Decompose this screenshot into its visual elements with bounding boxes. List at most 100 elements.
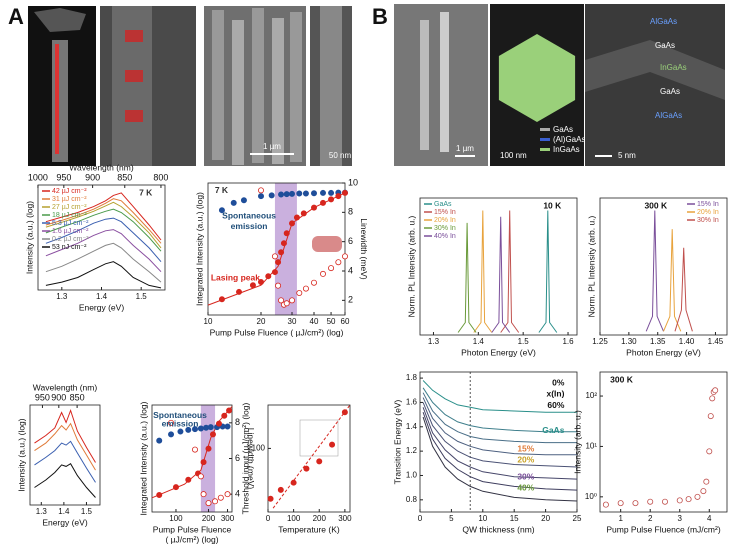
legend-label: InGaAs [553, 145, 580, 154]
x-tick-label: 2 [648, 514, 653, 523]
x-tick-label: 1.5 [518, 337, 530, 346]
layer-label: InGaAs [660, 63, 687, 72]
series-line [457, 222, 477, 333]
series-line [151, 406, 233, 499]
legend-label: 0.2 µJ cm⁻² [52, 236, 89, 243]
data-point [277, 486, 284, 493]
y-axis-label: Intensity (a.u.) (log) [16, 418, 26, 491]
schematic-image [28, 6, 96, 166]
x-tick-label: 1.3 [36, 507, 48, 516]
y2-tick-label: 8 [235, 417, 240, 427]
data-point [191, 426, 198, 433]
y2-tick-label: 4 [348, 265, 353, 275]
data-point [185, 426, 192, 433]
scale-label: 1 µm [263, 142, 281, 151]
x-tick-label: 0 [418, 514, 423, 523]
y-tick-label: 1.6 [406, 398, 418, 407]
data-point [707, 413, 714, 420]
x-axis-label: Energy (eV) [79, 302, 125, 312]
x-axis-label: ( µJ/cm²) (log) [165, 534, 218, 544]
data-point [685, 496, 692, 503]
x-tick-label: 25 [573, 514, 582, 523]
data-point [218, 207, 225, 214]
data-point [632, 500, 639, 507]
inset-image [312, 236, 342, 252]
data-point [217, 494, 224, 501]
x-tick-label: 1.6 [562, 337, 574, 346]
data-point [341, 253, 348, 260]
x-tick-label: 1.4 [58, 507, 70, 516]
data-point [236, 288, 243, 295]
x-tick-label: 1.3 [56, 292, 68, 301]
series-line [45, 208, 162, 252]
data-point [221, 412, 228, 419]
x-tick-label: 30 [288, 317, 297, 326]
data-point [156, 437, 163, 444]
data-point [289, 190, 296, 197]
x-tick-label: 15 [510, 514, 519, 523]
series-line [45, 192, 162, 241]
series-line [45, 198, 162, 244]
layer-label: GaAs [655, 41, 675, 50]
series-line [473, 210, 493, 333]
y-axis-label: Transition Energy (eV) [392, 399, 402, 484]
plot-frame [419, 371, 578, 513]
y-axis-label: Intensity (arb. u.) [572, 410, 582, 474]
series-line [645, 210, 664, 332]
data-point [212, 498, 219, 505]
annotation: 40% [517, 482, 534, 492]
x-tick-label: 1.5 [81, 507, 93, 516]
y2-tick-label: 6 [235, 453, 240, 463]
y-tick-label: 1.8 [406, 373, 418, 382]
data-point [700, 488, 707, 495]
series-line [422, 407, 578, 480]
x2-tick-label: 900 [85, 172, 100, 182]
series-line [34, 440, 96, 483]
annotation: 30% [517, 471, 534, 481]
x-axis-label: QW thickness (nm) [462, 524, 534, 534]
data-point [257, 193, 264, 200]
x-axis-label: Photon Energy (eV) [461, 347, 536, 357]
data-point [283, 230, 290, 237]
data-point [168, 431, 175, 438]
data-point [303, 465, 310, 472]
data-point [647, 498, 654, 505]
scale-label: 100 nm [500, 151, 527, 160]
x-tick-label: 60 [341, 317, 350, 326]
x-tick-label: 0 [266, 514, 271, 523]
data-point [328, 196, 335, 203]
data-point [283, 300, 290, 307]
annotation: 15% [517, 443, 534, 453]
legend-label: 42 µJ cm⁻² [52, 188, 87, 195]
data-point [185, 476, 192, 483]
data-point [320, 189, 327, 196]
x-tick-label: 1.45 [708, 337, 724, 346]
data-point [224, 423, 231, 430]
legend-label: GaAs [434, 201, 452, 208]
y-tick-label: 0.8 [406, 495, 418, 504]
data-point [230, 199, 237, 206]
y2-axis-label: Linewidth (meV) [359, 218, 369, 280]
series-line [45, 229, 162, 273]
series-line [422, 380, 577, 413]
data-point [280, 240, 287, 247]
annotation: GaAs [542, 425, 564, 435]
x-tick-label: 20 [257, 317, 266, 326]
x-tick-label: 1.4 [96, 292, 108, 301]
data-point [300, 210, 307, 217]
data-point [224, 491, 231, 498]
y-tick-label: 1.2 [406, 446, 418, 455]
data-point [200, 491, 207, 498]
legend-label: 40% In [434, 233, 456, 240]
series-line [45, 242, 162, 283]
sem-image: 1 µm [394, 4, 488, 166]
series-line [45, 201, 162, 249]
legend-label: 20% In [697, 209, 719, 216]
inset-chart [299, 419, 339, 457]
x-tick-label: 200 [313, 514, 327, 523]
data-point [197, 473, 204, 480]
series-line [34, 408, 96, 463]
sem-image [100, 6, 196, 166]
y-tick-label: 1.4 [406, 422, 418, 431]
